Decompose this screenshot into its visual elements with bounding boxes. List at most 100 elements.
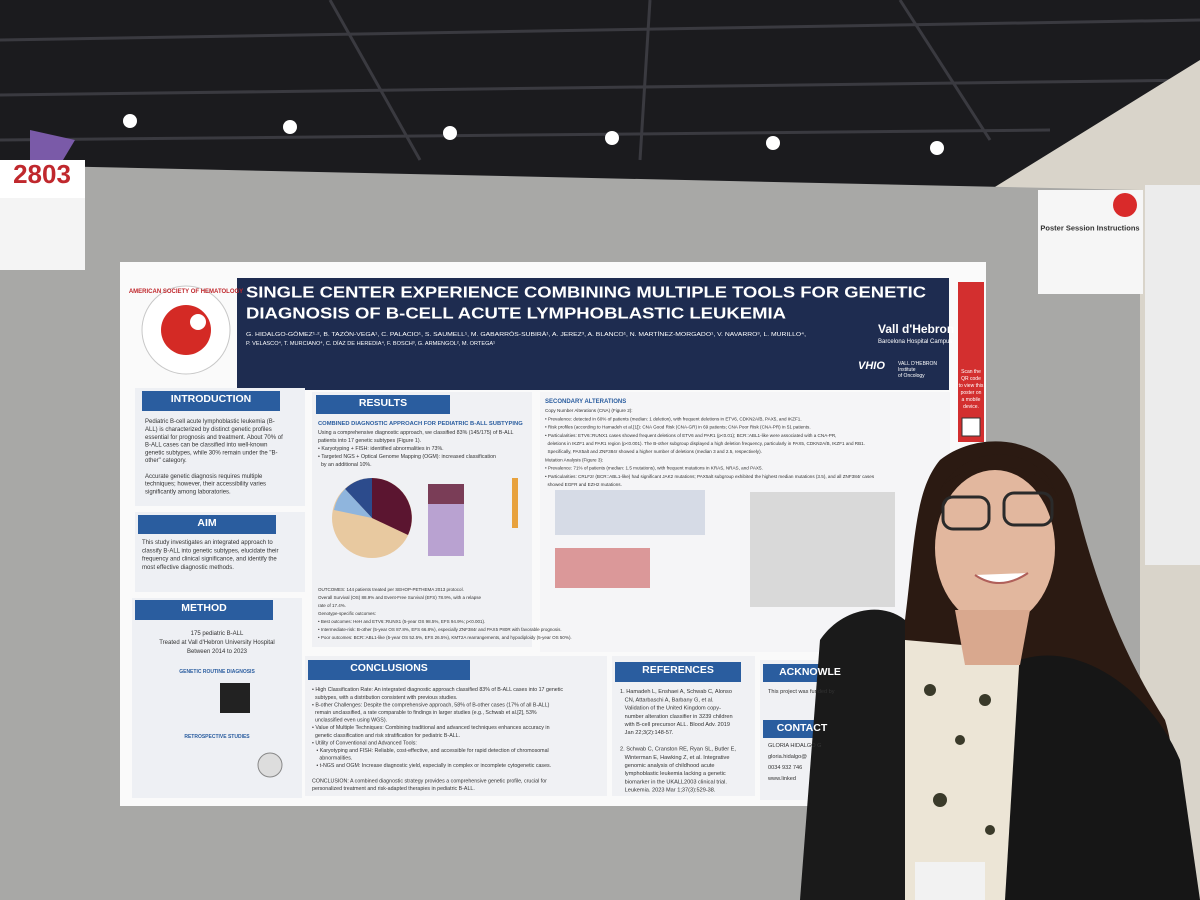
- references-text: lymphoblastic leukemia lacking a genetic: [620, 771, 726, 777]
- contact-text: 0034 932 746: [768, 765, 802, 771]
- conclusions-text: • Utility of Conventional and Advanced T…: [312, 740, 417, 746]
- secondary-text: • Particularities: CRLF2r (BCR::ABL1-lik…: [545, 474, 875, 479]
- results-outcomes: • Poor outcomes: BCR::ABL1-like (5-year …: [318, 635, 572, 640]
- ash-logo: [161, 305, 211, 355]
- results-text: • Karyotyping + FISH: identified abnorma…: [318, 446, 444, 452]
- secondary-text: deletions in IKZF1 and PAR1 region (p<0.…: [545, 441, 865, 446]
- institution: Vall d'Hebron: [878, 322, 954, 336]
- conclusions-text: • Karyotyping and FISH: Reliable, cost-e…: [312, 748, 549, 754]
- results-subheading: COMBINED DIAGNOSTIC APPROACH FOR PEDIATR…: [318, 421, 523, 427]
- section-heading: CONTACT: [777, 722, 828, 734]
- results-outcomes: rate of 17.4%.: [318, 603, 346, 608]
- references-text: with B-cell precursor ALL. Blood Adv. 20…: [620, 722, 730, 728]
- references-text: biomarker in the UKALL2003 clinical tria…: [620, 779, 727, 785]
- introduction-text: other" category.: [145, 458, 187, 464]
- secondary-text: Copy Number Alterations (CNA) (Figure 2)…: [545, 408, 633, 413]
- introduction-text: Accurate genetic diagnosis requires mult…: [145, 474, 263, 480]
- secondary-text: • Risk profiles (according to Hamadeh et…: [545, 425, 811, 430]
- ceiling-lights: [123, 114, 944, 155]
- qr-note: to view this: [959, 383, 984, 389]
- authors: P. VELASCO⁴, T. MURCIANO⁴, C. DÍAZ DE HE…: [246, 340, 495, 347]
- references-text: Winterman E, Hawking Z, et al. Integrati…: [620, 755, 729, 761]
- truss: [0, 0, 1200, 161]
- conclusions-text: • t-NGS and OGM: Increase diagnostic yie…: [312, 763, 551, 769]
- references-text: 1. Hamadeh L, Enshaei A, Schwab C, Alons…: [620, 689, 732, 695]
- conclusions-text: CONCLUSION: A combined diagnostic strate…: [312, 778, 547, 784]
- qr-note: Scan the: [961, 369, 981, 375]
- acknowledgments-text: This project was funded by: [768, 689, 835, 695]
- qr-note: poster on: [961, 390, 982, 396]
- poster-title: DIAGNOSIS OF B-CELL ACUTE LYMPHOBLASTIC …: [246, 305, 787, 322]
- secondary-text: Specifically, PAX5alt and ZNF384r showed…: [545, 449, 762, 454]
- results-text: by an additional 10%.: [318, 462, 372, 468]
- introduction-text: significantly among laboratories.: [145, 489, 231, 495]
- introduction-text: ALL) is characterized by distinct geneti…: [145, 427, 272, 433]
- results-outcomes: OUTCOMES: 144 patients treated per SEHOP…: [318, 587, 464, 592]
- secondary-text: • Prevalence: detected in 60% of patient…: [545, 416, 802, 421]
- poster-header: [237, 278, 949, 390]
- section-heading: CONCLUSIONS: [350, 662, 428, 674]
- results-outcomes: • Best outcomes: HeH and ETV6::RUNX1 (5-…: [318, 619, 485, 624]
- references-text: genomic analysis of childhood acute: [620, 763, 715, 769]
- method-label: GENETIC ROUTINE DIAGNOSIS: [179, 669, 255, 675]
- section-headers: [135, 391, 857, 738]
- secondary-text: Mutation Analysis (Figure 3):: [545, 457, 603, 462]
- person: [800, 441, 1200, 900]
- vhio-name: VALL D'HEBRON: [898, 361, 937, 367]
- next-board: [1145, 185, 1200, 565]
- conclusions-text: • High Classification Rate: An integrate…: [312, 687, 563, 693]
- qr-note: QR code: [961, 376, 981, 382]
- qr-code: [961, 417, 981, 437]
- number-sign-top: [0, 160, 85, 198]
- vhio-name: of Oncology: [898, 373, 925, 379]
- section-heading: RESULTS: [359, 397, 407, 409]
- instructions-title: Poster Session Instructions: [1040, 224, 1139, 233]
- ash-logo-cell: [190, 314, 206, 330]
- results-text: patients into 17 genetic subtypes (Figur…: [318, 438, 421, 444]
- results-text: • Targeted NGS + Optical Genome Mapping …: [318, 454, 496, 460]
- introduction-text: essential for prognosis and treatment. A…: [145, 435, 283, 441]
- introduction-text: B-ALL cases can be classified into well-…: [145, 443, 268, 449]
- contact-text: www.linked: [767, 776, 796, 782]
- introduction-text: genetic subtypes, while 30% remain under…: [145, 450, 278, 456]
- conclusions-text: genetic classification and risk stratifi…: [312, 733, 460, 739]
- secondary-text: • Prevalence: 71% of patients (median: 1…: [545, 466, 763, 471]
- contact-text: GLORIA HIDALGO G: [768, 743, 821, 749]
- ceiling: [0, 0, 1200, 200]
- references-text: number alteration classifier in 3239 chi…: [620, 714, 733, 720]
- results-figures: [220, 478, 895, 778]
- introduction-text: Pediatric B-cell acute lymphoblastic leu…: [145, 419, 275, 425]
- qr-note: a mobile: [962, 397, 981, 403]
- institution: Barcelona Hospital Campus: [878, 339, 952, 345]
- references-text: CN, Attarbaschi A, Barbany G, et al.: [620, 697, 714, 703]
- conclusions-text: remain unclassified, a rate comparable t…: [312, 710, 537, 716]
- introduction-text: techniques; however, their accessibility…: [145, 482, 266, 488]
- banner: [30, 130, 75, 165]
- conclusions-text: • Value of Multiple Techniques: Combinin…: [312, 725, 550, 731]
- secondary-text: showed EGFR and EZH2 mutations.: [545, 482, 622, 487]
- section-heading: METHOD: [181, 602, 227, 614]
- instructions-logo: [1113, 193, 1137, 217]
- section-heading: AIM: [197, 517, 217, 529]
- secondary-heading: SECONDARY ALTERATIONS: [545, 399, 626, 405]
- method-text: Treated at Vall d'Hebron University Hosp…: [159, 640, 275, 646]
- authors: G. HIDALGO-GÓMEZ¹·², B. TAZÓN-VEGA¹, C. …: [246, 331, 807, 338]
- secondary-text: • Particularities: ETV6::RUNX1 cases sho…: [545, 433, 836, 438]
- method-label: RETROSPECTIVE STUDIES: [184, 734, 250, 740]
- section-heading: ACKNOWLE: [779, 666, 841, 678]
- references-text: Leukemia. 2023 Mar 1;37(3):529-38.: [620, 788, 716, 794]
- conclusions-text: abnormalities.: [312, 756, 352, 762]
- ash-logo-text: AMERICAN SOCIETY OF HEMATOLOGY: [129, 289, 243, 295]
- results-outcomes: • Intermediate-risk: B-other (5-year OS …: [318, 627, 562, 632]
- conclusions-text: personalized treatment and risk-adapted …: [312, 786, 475, 792]
- references-text: 2. Schwab C, Cranston RE, Ryan SL, Butle…: [620, 747, 736, 753]
- qr-strip: [958, 282, 984, 442]
- contact-text: gloria.hidalgo@: [768, 754, 807, 760]
- aim-text: This study investigates an integrated ap…: [142, 540, 273, 546]
- aim-text: classify B-ALL into genetic subtypes, el…: [142, 548, 279, 554]
- references-text: Validation of the United Kingdom copy-: [620, 706, 721, 712]
- section-heading: INTRODUCTION: [171, 393, 252, 405]
- results-text: Using a comprehensive diagnostic approac…: [318, 430, 514, 436]
- aim-text: frequency and clinical significance, and…: [142, 557, 277, 563]
